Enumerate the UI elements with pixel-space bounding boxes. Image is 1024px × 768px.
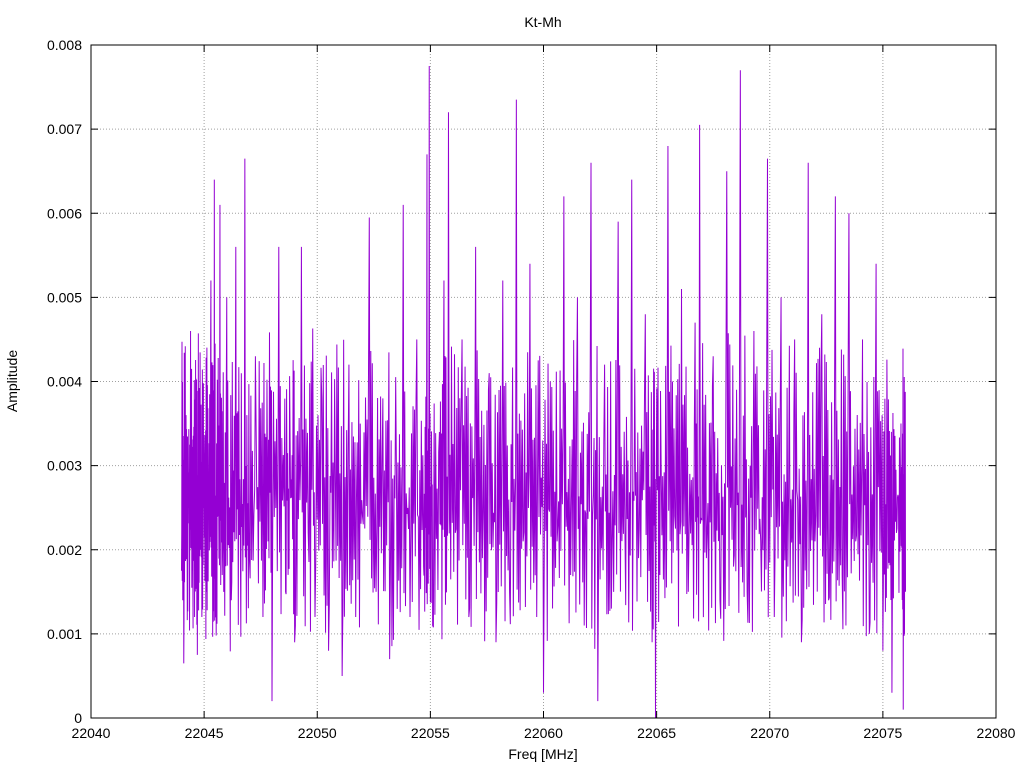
x-tick-label: 22045 (185, 725, 224, 741)
x-axis-label: Freq [MHz] (508, 746, 577, 762)
y-tick-label: 0.005 (47, 289, 82, 305)
chart-title: Kt-Mh (524, 14, 561, 30)
y-axis: 0 0.001 0.002 0.003 0.004 0.005 0.006 0.007 0.00… (47, 37, 996, 726)
x-tick-label: 22075 (863, 725, 902, 741)
x-tick-label: 22040 (72, 725, 111, 741)
series-line (181, 66, 906, 719)
x-tick-label: 22050 (298, 725, 337, 741)
y-tick-label: 0.008 (47, 37, 82, 53)
x-tick-label: 22070 (750, 725, 789, 741)
y-tick-label: 0.002 (47, 542, 82, 558)
y-tick-label: 0.003 (47, 458, 82, 474)
y-tick-label: 0 (74, 710, 82, 726)
x-tick-label: 22080 (977, 725, 1016, 741)
x-axis: 22040 22045 22050 22055 22060 22065 22070 22075… (72, 45, 1016, 741)
y-tick-label: 0.007 (47, 121, 82, 137)
x-tick-label: 22055 (411, 725, 450, 741)
y-axis-label: Amplitude (4, 350, 20, 412)
y-tick-label: 0.006 (47, 205, 82, 221)
x-tick-label: 22065 (637, 725, 676, 741)
x-tick-label: 22060 (524, 725, 563, 741)
y-tick-label: 0.001 (47, 626, 82, 642)
plot-area (181, 66, 906, 719)
y-tick-label: 0.004 (47, 374, 82, 390)
